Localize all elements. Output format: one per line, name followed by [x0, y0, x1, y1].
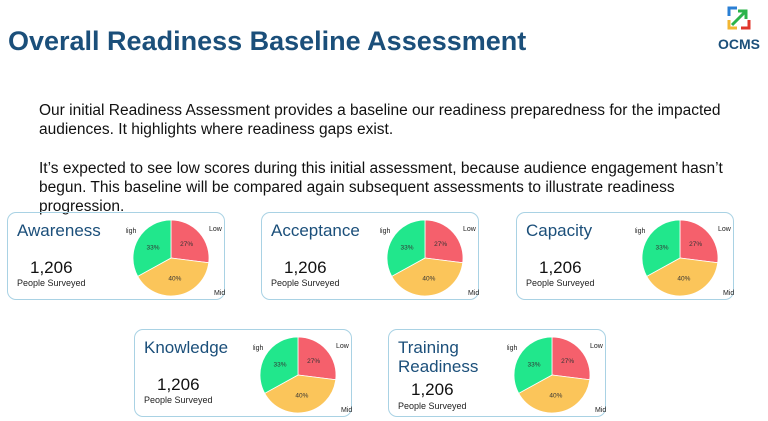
pie-category-label: Low: [209, 226, 223, 233]
surveyed-count: 1,206: [30, 258, 73, 277]
surveyed-label: People Surveyed: [526, 278, 595, 288]
pie-slice-mid: [518, 374, 591, 414]
pie-slice-low: [297, 336, 337, 381]
pie-category-label: Mid: [723, 290, 734, 297]
pie-value-label: 27%: [434, 241, 447, 248]
pie-value-label: 33%: [528, 361, 541, 368]
pie-slice-high: [259, 336, 299, 394]
pie-slice-mid: [646, 257, 719, 297]
pie-value-label: 27%: [689, 241, 702, 248]
pie-slice-mid: [391, 257, 464, 297]
pie-value-label: 33%: [401, 244, 414, 251]
pie-slice-mid: [264, 374, 337, 414]
ocms-logo: OCMS: [712, 6, 766, 52]
surveyed-label: People Surveyed: [17, 278, 86, 288]
pie-category-label: Low: [590, 343, 604, 350]
pie-category-label: Low: [336, 343, 350, 350]
pie-category-label: Mid: [595, 407, 606, 414]
pie-slice-low: [679, 219, 719, 264]
pie-value-label: 40%: [549, 393, 562, 400]
pie-slice-high: [386, 219, 426, 277]
pie-value-label: 33%: [147, 244, 160, 251]
pie-slice-low: [170, 219, 210, 264]
card-title: Knowledge: [144, 338, 229, 357]
pie-value-label: 40%: [168, 276, 181, 283]
pie-slice-high: [641, 219, 681, 277]
readiness-pie-chart: 27% Low 40% Mid 33% High: [253, 336, 352, 414]
pie-value-label: 40%: [677, 276, 690, 283]
pie-category-label: High: [635, 228, 646, 235]
pie-category-label: High: [126, 228, 137, 235]
pie-slice-mid: [137, 257, 210, 297]
pie-category-label: Mid: [468, 290, 479, 297]
pie-value-label: 40%: [295, 393, 308, 400]
intro-paragraph: Our initial Readiness Assessment provide…: [39, 102, 721, 138]
pie-value-label: 27%: [561, 358, 574, 365]
readiness-pie-chart: 27% Low 40% Mid 33% High: [126, 219, 225, 297]
pie-slice-high: [132, 219, 172, 277]
readiness-pie-chart: 27% Low 40% Mid 33% High: [635, 219, 734, 297]
pie-slice-low: [551, 336, 591, 381]
card-title: Acceptance: [271, 221, 360, 240]
page-title: Overall Readiness Baseline Assessment: [8, 26, 527, 56]
pie-category-label: Mid: [214, 290, 225, 297]
surveyed-count: 1,206: [157, 375, 200, 394]
expectation-paragraph: It’s expected to see low scores during t…: [39, 160, 723, 215]
logo-text: OCMS: [718, 36, 760, 52]
readiness-card: Training Readiness 1,206 People Surveyed…: [388, 329, 606, 417]
surveyed-label: People Surveyed: [271, 278, 340, 288]
pie-value-label: 33%: [274, 361, 287, 368]
pie-slice-low: [424, 219, 464, 264]
pie-value-label: 27%: [180, 241, 193, 248]
pie-category-label: High: [380, 228, 391, 235]
surveyed-label: People Surveyed: [398, 401, 467, 411]
pie-value-label: 33%: [656, 244, 669, 251]
pie-category-label: Low: [718, 226, 732, 233]
surveyed-count: 1,206: [411, 380, 454, 399]
pie-category-label: High: [507, 345, 518, 352]
pie-category-label: High: [253, 345, 264, 352]
readiness-pie-chart: 27% Low 40% Mid 33% High: [507, 336, 606, 414]
pie-value-label: 27%: [307, 358, 320, 365]
pie-value-label: 40%: [422, 276, 435, 283]
readiness-card: Awareness 1,206 People Surveyed 27% Low 40%…: [7, 212, 225, 300]
logo-arrow-icon: [727, 6, 751, 30]
readiness-card: Capacity 1,206 People Surveyed 27% Low 40% M…: [516, 212, 734, 300]
pie-category-label: Low: [463, 226, 477, 233]
readiness-pie-chart: 27% Low 40% Mid 33% High: [380, 219, 479, 297]
readiness-card: Acceptance 1,206 People Surveyed 27% Low 40…: [261, 212, 479, 300]
card-title: Capacity: [526, 221, 593, 240]
readiness-card: Knowledge 1,206 People Surveyed 27% Low 40%…: [134, 329, 352, 417]
surveyed-count: 1,206: [539, 258, 582, 277]
pie-slice-high: [513, 336, 553, 394]
pie-category-label: Mid: [341, 407, 352, 414]
surveyed-count: 1,206: [284, 258, 327, 277]
card-title: Training Readiness: [398, 338, 479, 376]
surveyed-label: People Surveyed: [144, 395, 213, 405]
card-title: Awareness: [17, 221, 101, 240]
